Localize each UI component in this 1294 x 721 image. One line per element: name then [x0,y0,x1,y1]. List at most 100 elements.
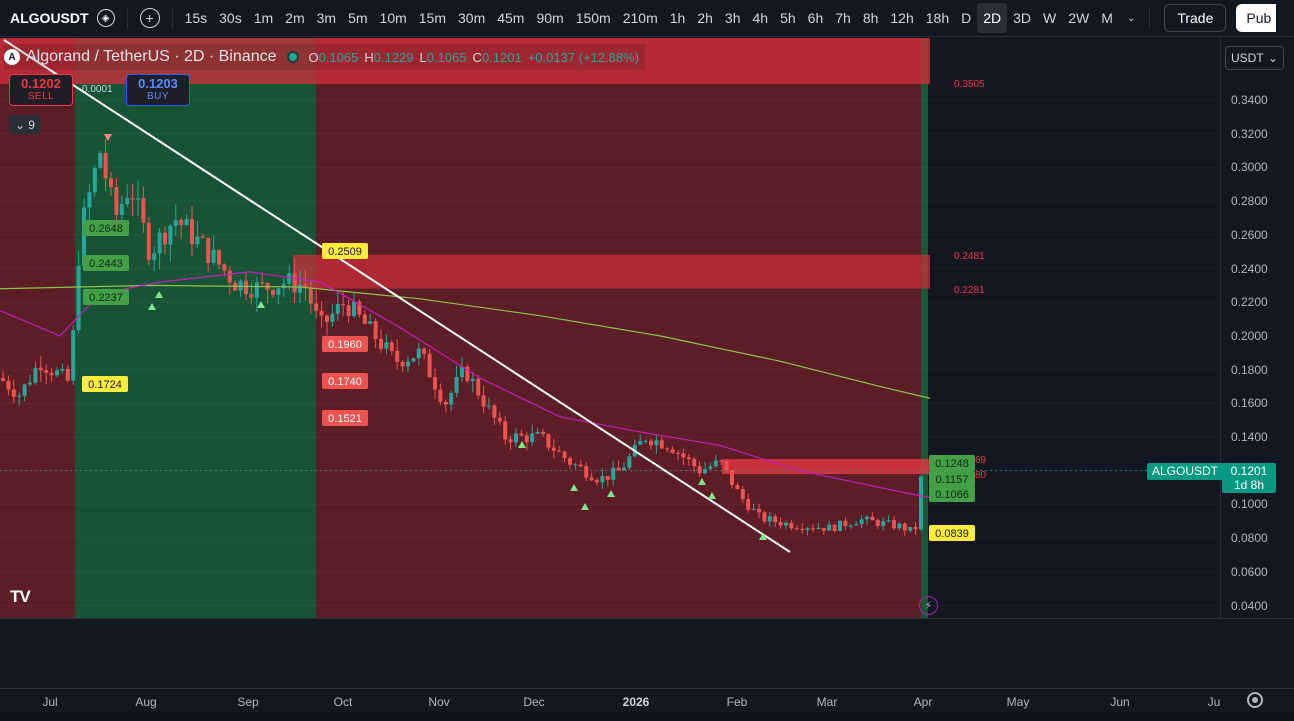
candle-body [206,237,211,263]
chart-pane[interactable]: 0.2648 0.2443 0.2237 0.2509 0.1724 0.0839 0.19… [0,38,1220,618]
interval-m[interactable]: M [1101,10,1113,26]
price-scale[interactable]: 0.3400 0.3200 0.3000 0.2800 0.2600 0.2400 0.22… [1220,38,1294,618]
bar-countdown: 1d 8h [1233,478,1265,492]
candle-body [692,459,697,467]
green-price-label: 0.1157 [936,474,969,486]
algorand-logo-icon: A [4,49,20,65]
candle-body [600,476,605,483]
interval-1h[interactable]: 1h [669,10,686,26]
candle-body [92,167,97,193]
candle-body [222,264,227,271]
candle-body [200,236,205,238]
price-chart[interactable]: 0.2648 0.2443 0.2237 0.2509 0.1724 0.0839 0.19… [0,38,1220,618]
interval-w[interactable]: W [1043,10,1057,26]
candle-body [254,282,259,298]
interval-8h[interactable]: 8h [862,10,879,26]
buy-button[interactable]: 0.1203 BUY [126,74,190,106]
yellow-price-label-bg [929,525,975,541]
candle-body [854,524,859,526]
symbol-search-button[interactable]: ALGOUSDT ◈ [4,5,121,32]
price-tick-label: 0.1800 [1231,362,1268,377]
time-tick-label: Nov [428,695,450,709]
time-axis[interactable]: Jul Aug Sep Oct Nov Dec 2026 Feb Mar Apr May Jun Ju [0,688,1294,713]
interval-18h[interactable]: 18h [925,10,950,26]
top-toolbar: ALGOUSDT ◈ + 15s 30s 1m 2m 3m 5m 10m 15m 30m 45m 9… [0,0,1294,37]
candle-body [33,367,38,383]
gear-icon[interactable] [1247,692,1263,708]
candle-body [98,153,103,168]
interval-5h[interactable]: 5h [780,10,796,26]
candle-body [627,456,632,468]
candle-body [163,232,167,245]
currency-select[interactable]: USDT ⌄ [1225,46,1284,70]
interval-2d[interactable]: 2D [977,3,1008,33]
interval-150m[interactable]: 150m [575,10,611,26]
interval-3h[interactable]: 3h [724,10,741,26]
candle-body [724,461,729,471]
candle-body [319,310,324,316]
candle-body [708,466,713,470]
zone-price-label: 0.2281 [954,285,985,296]
chevron-down-icon[interactable]: ⌄ [1126,12,1136,24]
interval-15m[interactable]: 15m [418,10,446,26]
candle-body [352,301,356,317]
lightning-icon[interactable]: ⚡ [919,596,938,615]
buy-signal-marker [518,441,526,448]
candle-body [335,304,340,314]
green-price-label: 0.2648 [89,223,123,235]
publish-button[interactable]: Pub [1236,4,1277,32]
interval-2m[interactable]: 2m [285,10,305,26]
candle-body [454,377,459,393]
candle-body [524,435,529,443]
interval-10m[interactable]: 10m [379,10,407,26]
buy-label: BUY [146,91,170,102]
indicators-collapse-button[interactable]: ⌄ 9 [9,115,41,134]
candle-body [541,431,545,435]
interval-3m[interactable]: 3m [316,10,337,26]
open-label: O [308,49,319,65]
candle-body [433,377,437,390]
interval-4h[interactable]: 4h [752,10,769,26]
interval-90m[interactable]: 90m [536,10,564,26]
interval-6h[interactable]: 6h [807,10,824,26]
interval-5m[interactable]: 5m [348,10,368,26]
sell-button[interactable]: 0.1202 SELL [9,74,73,106]
candle-body [508,439,513,443]
candle-body [55,370,59,376]
buy-signal-marker [708,492,716,499]
tradingview-logo-icon[interactable]: TV [10,587,31,606]
candle-body [859,519,864,525]
candle-body [443,401,448,405]
legend-title[interactable]: Algorand / TetherUS · 2D · Binance [26,48,277,65]
plus-circle-icon[interactable]: + [139,8,160,28]
price-tick-label: 0.2400 [1231,261,1268,276]
green-price-label: 0.1248 [935,458,969,470]
eye-shield-icon[interactable]: ◈ [96,9,115,27]
interval-2h[interactable]: 2h [697,10,713,26]
buy-signal-marker [759,533,767,540]
candle-body [60,368,65,371]
trade-button[interactable]: Trade [1164,4,1227,32]
interval-12h[interactable]: 12h [890,10,914,26]
interval-1m[interactable]: 1m [253,10,274,26]
candle-body [17,395,22,397]
interval-45m[interactable]: 45m [497,10,525,26]
interval-7h[interactable]: 7h [835,10,851,26]
interval-2w[interactable]: 2W [1068,10,1090,26]
zone-price-label: 80 [975,470,987,481]
interval-30s[interactable]: 30s [219,10,242,26]
time-tick-label: Jun [1110,695,1130,709]
candle-body [400,361,405,367]
bullish-zone [75,38,316,618]
market-status-icon[interactable] [286,51,299,63]
interval-30m[interactable]: 30m [458,10,486,26]
candle-body [49,372,54,376]
interval-d[interactable]: D [961,10,972,26]
candle-body [460,366,464,378]
price-tick-label: 0.3400 [1231,93,1268,107]
interval-210m[interactable]: 210m [622,10,658,26]
interval-15s[interactable]: 15s [184,10,208,26]
candle-body [373,321,378,339]
interval-3d[interactable]: 3D [1013,10,1032,26]
time-tick-label: Dec [523,695,545,709]
